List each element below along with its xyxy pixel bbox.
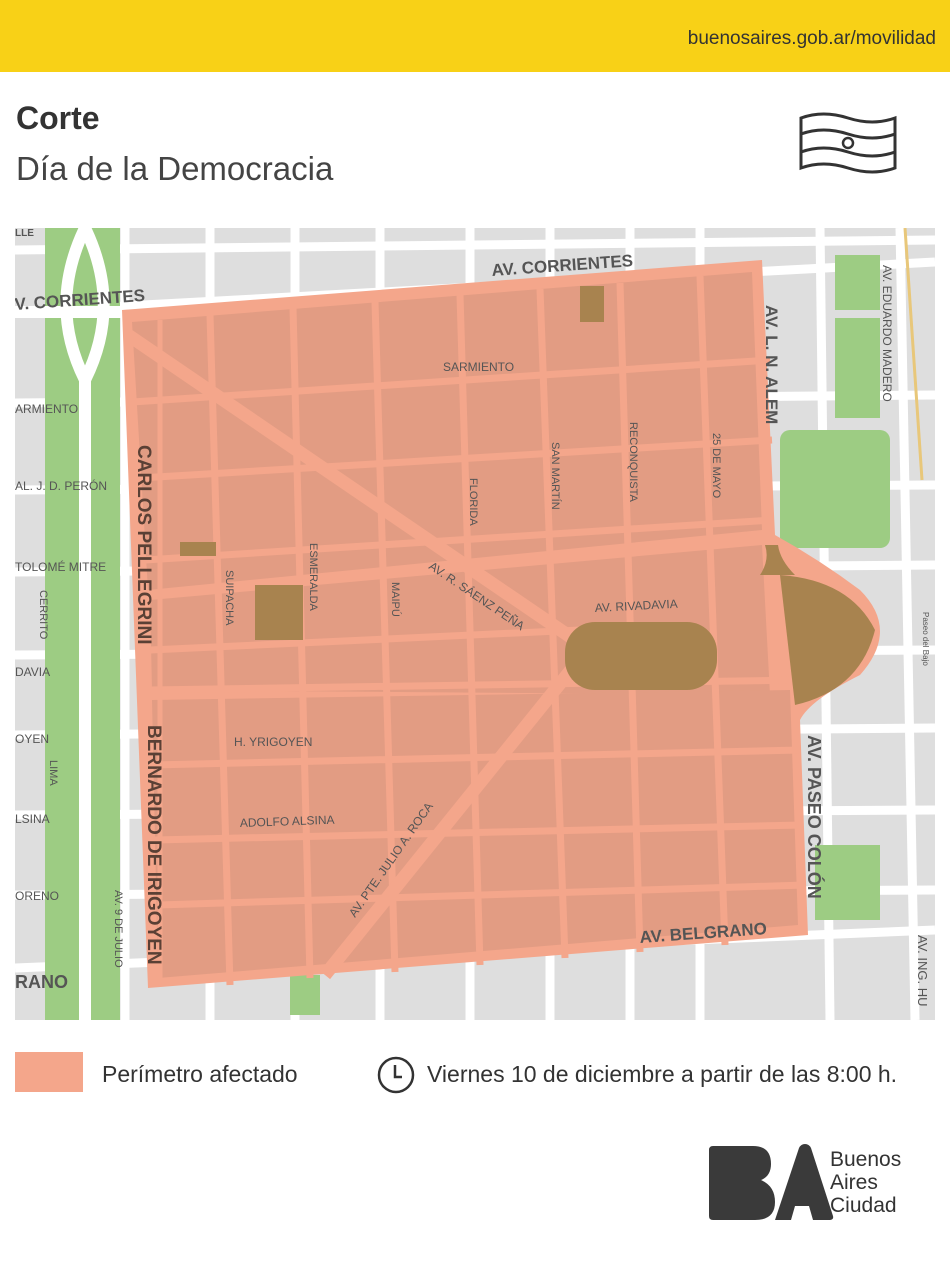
label-san-martin: SAN MARTÍN (549, 442, 562, 510)
plaza-colon (780, 575, 875, 705)
top-bar: buenosaires.gob.ar/movilidad (0, 0, 950, 72)
label-huergo: AV. ING. HU (915, 935, 930, 1007)
label-calle: LLE (15, 228, 34, 239)
label-alsina-left: LSINA (15, 812, 50, 826)
logo-line-1: Buenos (830, 1148, 902, 1171)
rail-line (903, 228, 924, 481)
label-reconquista: RECONQUISTA (627, 422, 639, 503)
label-alsina: ADOLFO ALSINA (240, 813, 335, 830)
label-lima: LIMA (47, 760, 59, 786)
flag-icon (799, 112, 897, 174)
schedule-text: Viernes 10 de diciembre a partir de las … (427, 1061, 898, 1087)
label-cerrito: CERRITO (37, 590, 49, 640)
label-9-de-julio: AV. 9 DE JULIO (112, 890, 124, 968)
label-paseo-bajo: Paseo del Bajo (921, 612, 930, 666)
ba-logo (709, 1144, 834, 1220)
label-sarmiento-left: ARMIENTO (15, 402, 78, 416)
legend-affected-label: Perímetro afectado (102, 1061, 298, 1087)
label-irigoyen: BERNARDO DE IRIGOYEN (143, 725, 164, 965)
logo-line-2: Aires (830, 1171, 878, 1194)
affected-streets (131, 275, 806, 986)
page-title: Corte (16, 100, 100, 136)
page-subtitle: Día de la Democracia (16, 150, 334, 187)
label-florida: FLORIDA (467, 478, 479, 526)
label-esmeralda: ESMERALDA (307, 543, 319, 612)
label-sarmiento: SARMIENTO (443, 360, 514, 374)
label-pellegrini: CARLOS PELLEGRINI (133, 445, 154, 645)
plaza-de-mayo (565, 622, 717, 690)
label-peron-left: AL. J. D. PERÓN (15, 478, 107, 493)
clock-icon (377, 1056, 415, 1094)
label-moreno-left: ORENO (15, 889, 59, 903)
plazas (180, 286, 875, 705)
label-suipacha: SUIPACHA (223, 570, 235, 626)
label-25-de-mayo: 25 DE MAYO (710, 433, 722, 499)
ba-logo-text: Buenos Aires Ciudad (830, 1148, 901, 1217)
label-rivadavia-left: DAVIA (15, 665, 50, 679)
map[interactable]: AV. CORRIENTES V. CORRIENTES LLE SARMIEN… (15, 228, 935, 1020)
label-madero: AV. EDUARDO MADERO (880, 265, 894, 402)
nueve-de-julio-lanes (15, 228, 125, 1020)
label-belgrano-left: RANO (15, 972, 68, 992)
logo-line-3: Ciudad (830, 1194, 897, 1217)
label-h-yrigoyen: H. YRIGOYEN (234, 735, 312, 749)
label-paseo-colon: AV. PASEO COLÓN (804, 735, 825, 899)
label-maipu: MAIPÚ (389, 582, 402, 617)
label-yrigoyen-left: OYEN (15, 732, 49, 746)
legend-swatch-affected (15, 1052, 83, 1092)
website-url[interactable]: buenosaires.gob.ar/movilidad (687, 28, 936, 49)
diagonals (124, 329, 581, 980)
label-alem: AV. L. N. ALEM (762, 305, 781, 424)
label-mitre-left: TOLOMÉ MITRE (15, 559, 106, 574)
label-rivadavia: AV. RIVADAVIA (594, 597, 678, 615)
